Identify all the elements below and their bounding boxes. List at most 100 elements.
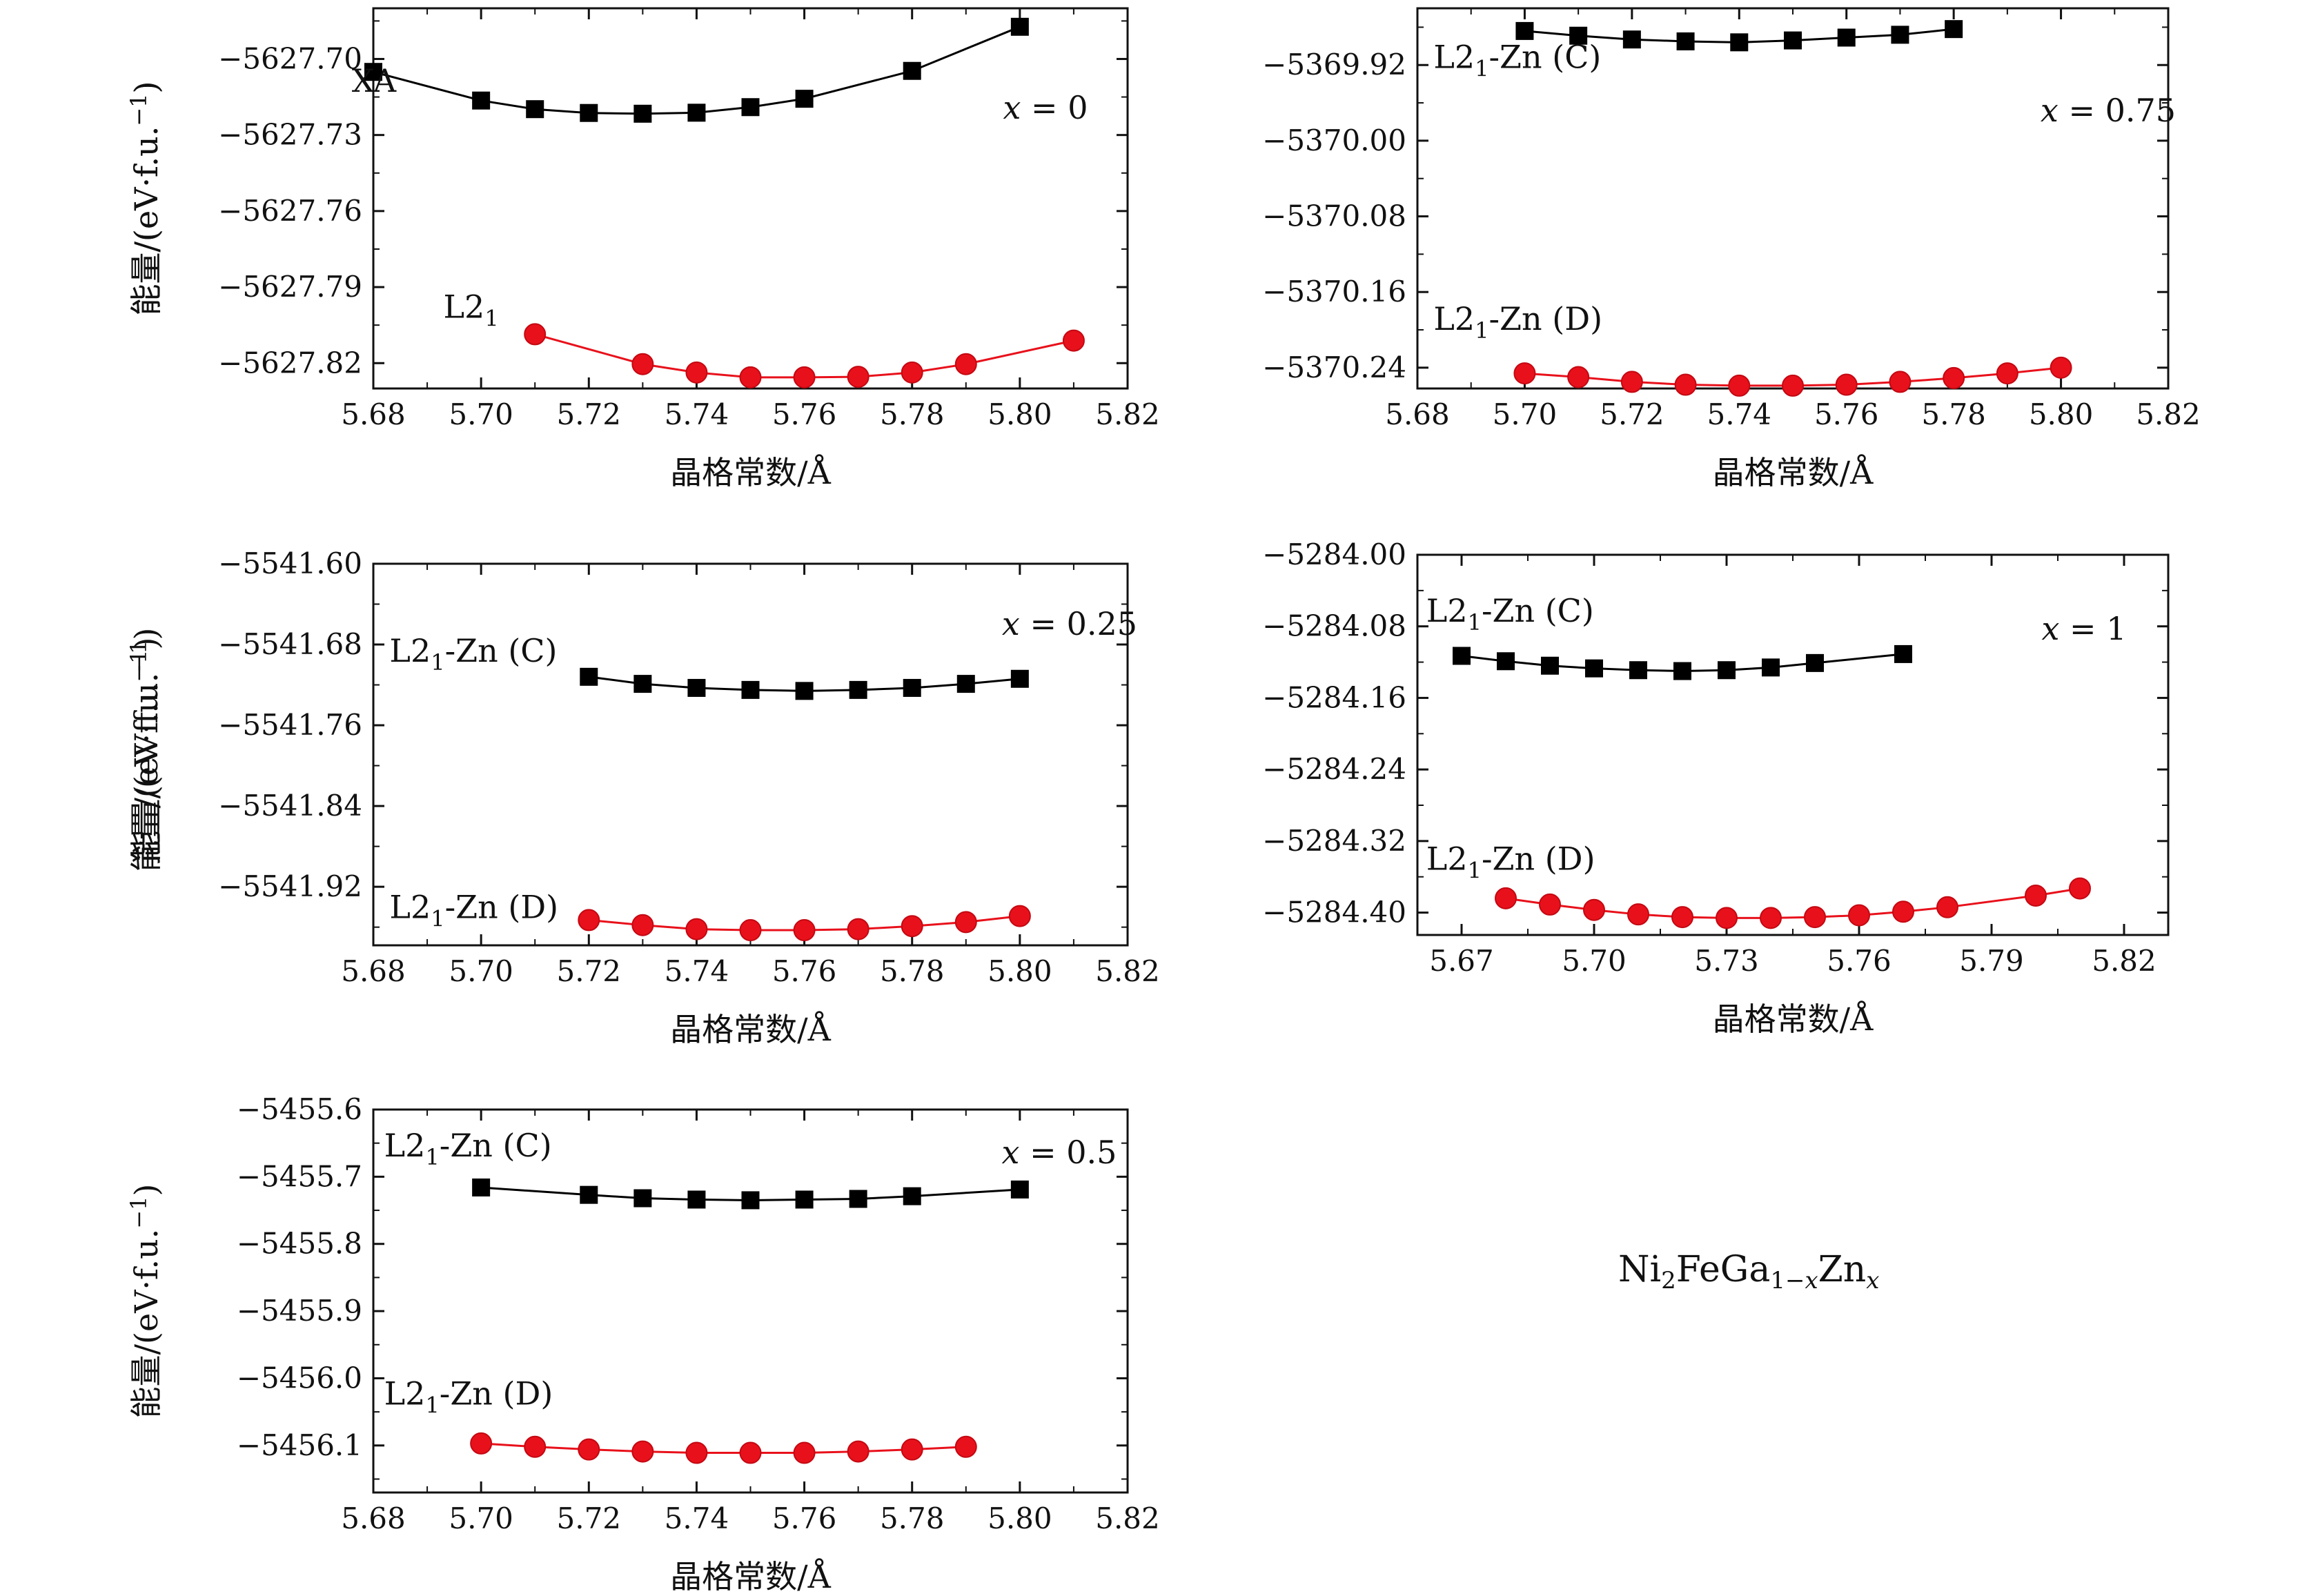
y-tick-label: −5284.00: [1262, 538, 1406, 571]
x-tick-label: 5.82: [1095, 954, 1160, 988]
data-point-square: [956, 675, 975, 693]
data-point-square: [1673, 662, 1691, 680]
data-point-circle: [524, 323, 547, 346]
data-point-square: [849, 1190, 867, 1208]
data-point-circle: [847, 918, 869, 940]
data-point-square: [472, 91, 491, 110]
series-1: [580, 667, 1029, 700]
data-point-circle: [1892, 900, 1914, 923]
data-point-square: [1585, 659, 1603, 678]
data-point-circle: [1674, 373, 1697, 396]
panel-annotation-value: = 0.25: [1020, 605, 1137, 642]
data-point-square: [1010, 1180, 1029, 1199]
data-point-circle: [685, 918, 708, 940]
data-point-square: [1730, 33, 1749, 52]
data-point-square: [849, 680, 867, 699]
x-tick-label: 5.67: [1429, 944, 1494, 978]
y-tick-label: −5627.70: [218, 41, 362, 75]
y-tick-label: −5370.16: [1262, 275, 1406, 308]
y-tick-label: −5284.24: [1262, 752, 1406, 786]
series-label-main: L2: [384, 1127, 426, 1164]
x-axis-title: 晶格常数/Å: [1713, 453, 1874, 491]
x-axis-title: 晶格常数/Å: [670, 1010, 831, 1048]
data-point-circle: [578, 909, 600, 932]
series-label: L21-Zn (D): [389, 889, 558, 932]
panel-annotation: x = 0.5: [1002, 1134, 1117, 1171]
data-point-square: [1806, 653, 1824, 672]
series-label: L21-Zn (D): [384, 1375, 553, 1418]
series-label: L21-Zn (D): [1433, 300, 1602, 344]
series-label-sub: 1: [1468, 609, 1482, 636]
data-point-square: [1676, 32, 1695, 50]
y-tick-label: −5456.1: [237, 1428, 362, 1462]
x-tick-label: 5.76: [1827, 944, 1892, 978]
y-tick-label: −5455.6: [237, 1092, 362, 1126]
data-point-circle: [1567, 366, 1590, 388]
x-axis-title: 晶格常数/Å: [1713, 1000, 1874, 1038]
series-label: L21-Zn (C): [1426, 592, 1594, 636]
y-axis-title-main: 能量/(eV·f.u.: [128, 126, 165, 316]
data-point-circle: [1495, 887, 1517, 909]
chart-panel-5: 5.68 5.70 5.72 5.74 5.76 5.78 5.80 5.82 −5455.6 −…: [126, 1092, 1160, 1595]
data-point-square: [633, 675, 652, 693]
x-tick-label: 5.82: [2136, 397, 2201, 431]
formula-sub-3: x: [1866, 1267, 1879, 1294]
data-point-circle: [954, 353, 977, 375]
data-point-circle: [1848, 904, 1870, 927]
series-label-main: L2: [443, 288, 484, 326]
y-axis-title-rest: ): [128, 628, 165, 640]
formula-sub-3-var: x: [1866, 1267, 1880, 1294]
y-tick-label: −5456.0: [237, 1361, 362, 1395]
series-label-rest: -Zn (D): [1482, 840, 1595, 877]
y-tick-label: −5370.00: [1262, 124, 1406, 157]
x-tick-label: 5.76: [772, 954, 837, 988]
series-1: [472, 1178, 1029, 1210]
series-label: XA: [352, 62, 397, 99]
data-point-circle: [1782, 374, 1804, 397]
y-axis-title-sup: −1: [126, 94, 152, 126]
data-point-square: [1784, 31, 1802, 50]
x-tick-label: 5.72: [557, 954, 622, 988]
x-tick-label: 5.68: [341, 954, 406, 988]
data-point-square: [1569, 26, 1588, 45]
x-tick-label: 5.72: [1600, 397, 1664, 431]
x-tick-label: 5.74: [665, 1501, 729, 1535]
data-point-square: [580, 1185, 598, 1204]
data-point-circle: [2025, 884, 2047, 907]
series-label-main: L2: [384, 1375, 426, 1412]
x-tick-label: 5.68: [1385, 397, 1450, 431]
x-tick-label: 5.82: [2092, 944, 2156, 978]
y-axis-title-rest: ): [128, 638, 165, 650]
series-line: [373, 26, 1021, 115]
x-axis-title: 晶格常数/Å: [670, 453, 831, 491]
x-tick-label: 5.74: [665, 954, 729, 988]
series-label-sub: 1: [431, 906, 444, 932]
series-label-main: L2: [1426, 592, 1468, 629]
x-tick-label: 5.78: [880, 397, 945, 431]
series-label-sub: 1: [484, 306, 498, 332]
series-label-main: L2: [389, 889, 431, 926]
y-tick-label: −5284.32: [1262, 824, 1406, 858]
data-point-square: [1945, 20, 1963, 39]
series-2: [524, 323, 1085, 388]
series-label-rest: -Zn (C): [440, 1127, 552, 1164]
data-point-square: [1622, 30, 1641, 49]
data-point-square: [1010, 669, 1029, 688]
data-point-circle: [1008, 905, 1031, 927]
data-point-circle: [631, 353, 654, 375]
panel-annotation-value: = 0: [1021, 89, 1088, 126]
chart-panel-1: 5.68 5.70 5.72 5.74 5.76 5.78 5.80 5.82 −5627.70…: [126, 7, 1160, 491]
data-point-circle: [739, 1441, 762, 1464]
y-axis-title-sup: −1: [126, 640, 152, 673]
y-tick-label: −5627.79: [218, 270, 362, 304]
panel-annotation-value: = 0.75: [2059, 92, 2176, 129]
chart-panel-3: 5.68 5.70 5.72 5.74 5.76 5.78 5.80 5.82 −5541.60…: [126, 546, 1160, 1048]
series-label-rest: -Zn (C): [1482, 592, 1594, 629]
data-point-circle: [1760, 907, 1782, 929]
chart-panels: 5.68 5.70 5.72 5.74 5.76 5.78 5.80 5.82 −5627.70…: [126, 7, 2201, 1595]
y-tick-label: −5541.68: [218, 627, 362, 661]
data-point-square: [1718, 661, 1736, 680]
data-point-circle: [524, 1435, 547, 1458]
data-point-circle: [847, 1440, 869, 1463]
formula-tail: Zn: [1818, 1249, 1867, 1290]
